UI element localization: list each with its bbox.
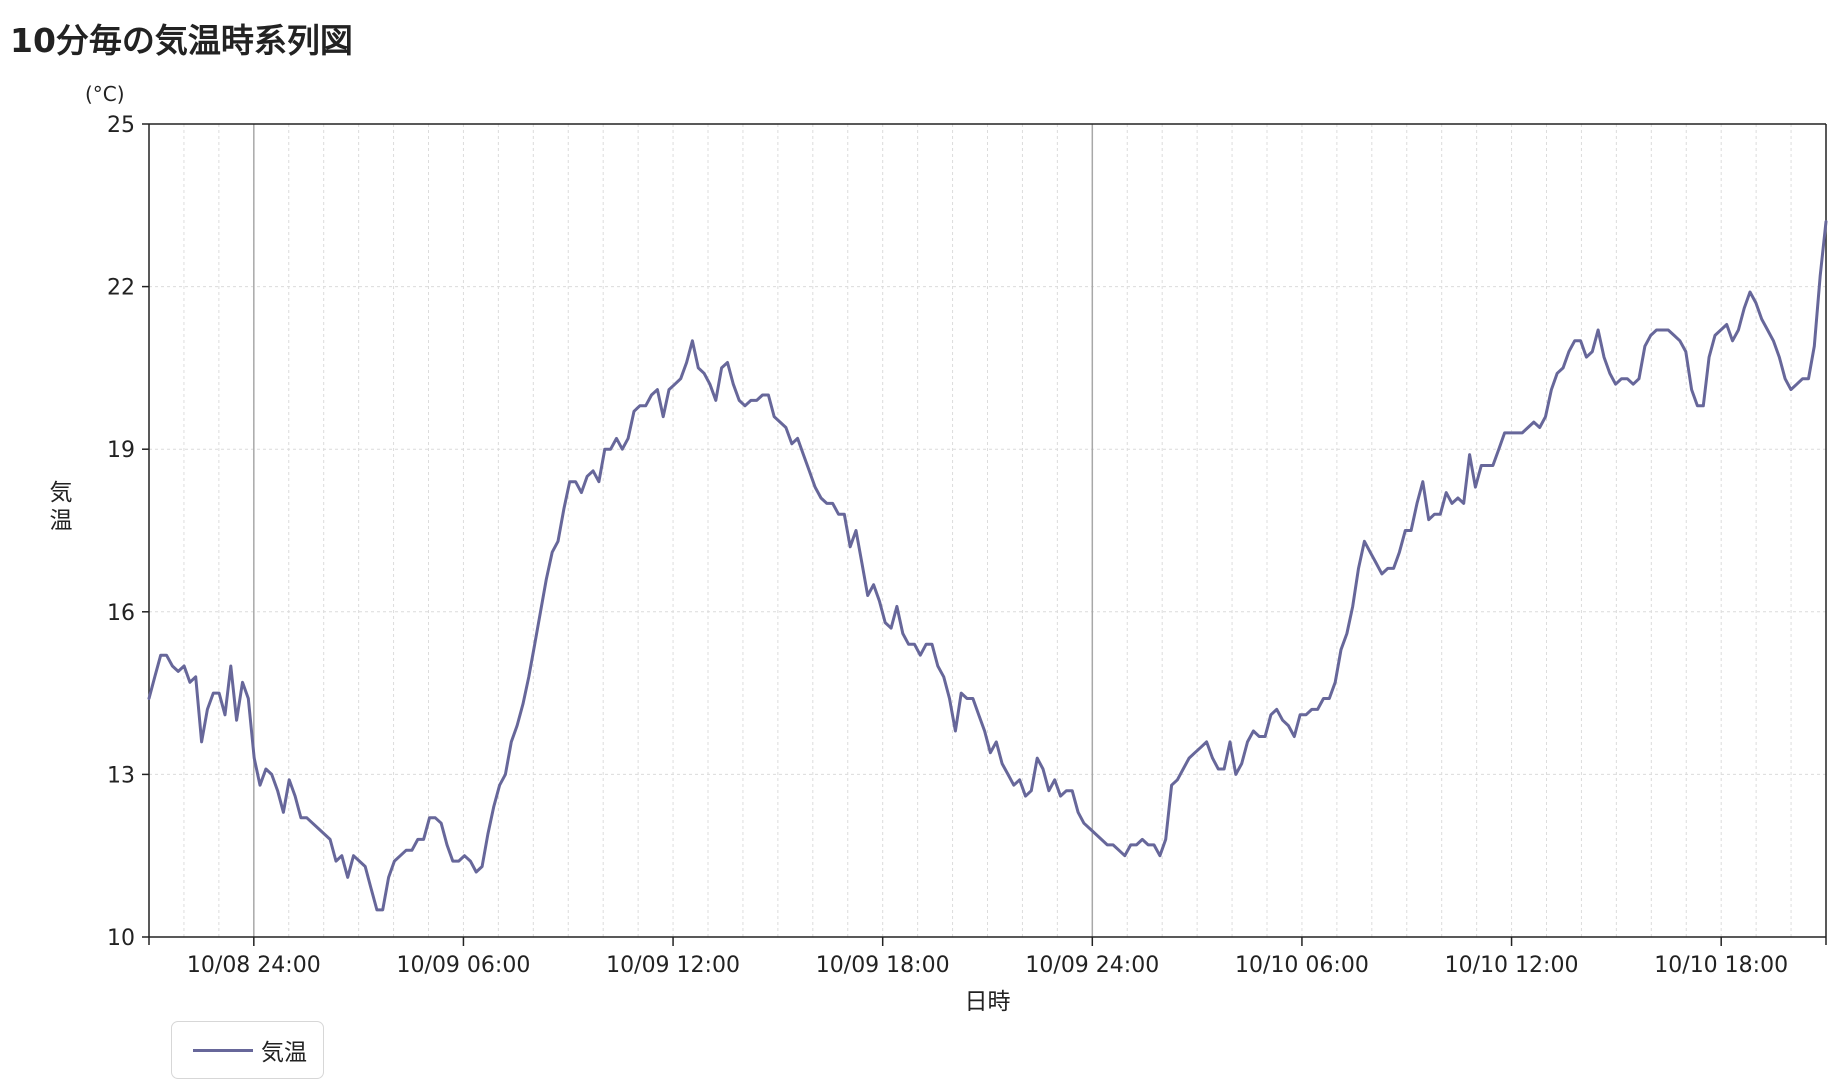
x-tick-label: 10/10 18:00 — [1654, 953, 1788, 978]
legend[interactable]: 気温 — [171, 1021, 324, 1079]
y-tick-label: 16 — [107, 601, 135, 626]
y-unit-label: (°C) — [85, 82, 125, 106]
x-axis-title: 日時 — [965, 989, 1011, 1015]
y-tick-label: 13 — [107, 763, 135, 788]
y-tick-label: 22 — [107, 276, 135, 301]
x-tick-label: 10/09 12:00 — [606, 953, 740, 978]
y-axis-title-char: 温 — [50, 508, 73, 534]
page-title: 10分毎の気温時系列図 — [10, 21, 353, 60]
legend-label: 気温 — [261, 1040, 307, 1066]
temperature-series-line — [147, 220, 1828, 912]
x-tick-label: 10/09 06:00 — [397, 953, 531, 978]
x-tick-label: 10/09 24:00 — [1025, 953, 1159, 978]
major-grid — [253, 124, 1094, 937]
axes — [142, 123, 1827, 946]
x-tick-label: 10/10 12:00 — [1445, 953, 1579, 978]
x-tick-label: 10/08 24:00 — [187, 953, 321, 978]
y-tick-labels: 10 13 16 19 22 25 — [107, 113, 135, 951]
y-tick-label: 25 — [107, 113, 135, 138]
y-axis-title: 気温 — [50, 480, 73, 534]
x-tick-label: 10/10 06:00 — [1235, 953, 1369, 978]
minor-grid — [149, 123, 1826, 937]
x-tick-label: 10/09 18:00 — [816, 953, 950, 978]
y-tick-label: 19 — [107, 438, 135, 463]
legend-swatch — [193, 1048, 253, 1052]
y-axis-title-char: 気 — [50, 480, 73, 506]
series-layer — [147, 220, 1828, 912]
x-tick-labels: 10/08 24:00 10/09 06:00 10/09 12:00 10/09 1… — [187, 953, 1788, 978]
y-tick-label: 10 — [107, 926, 135, 951]
